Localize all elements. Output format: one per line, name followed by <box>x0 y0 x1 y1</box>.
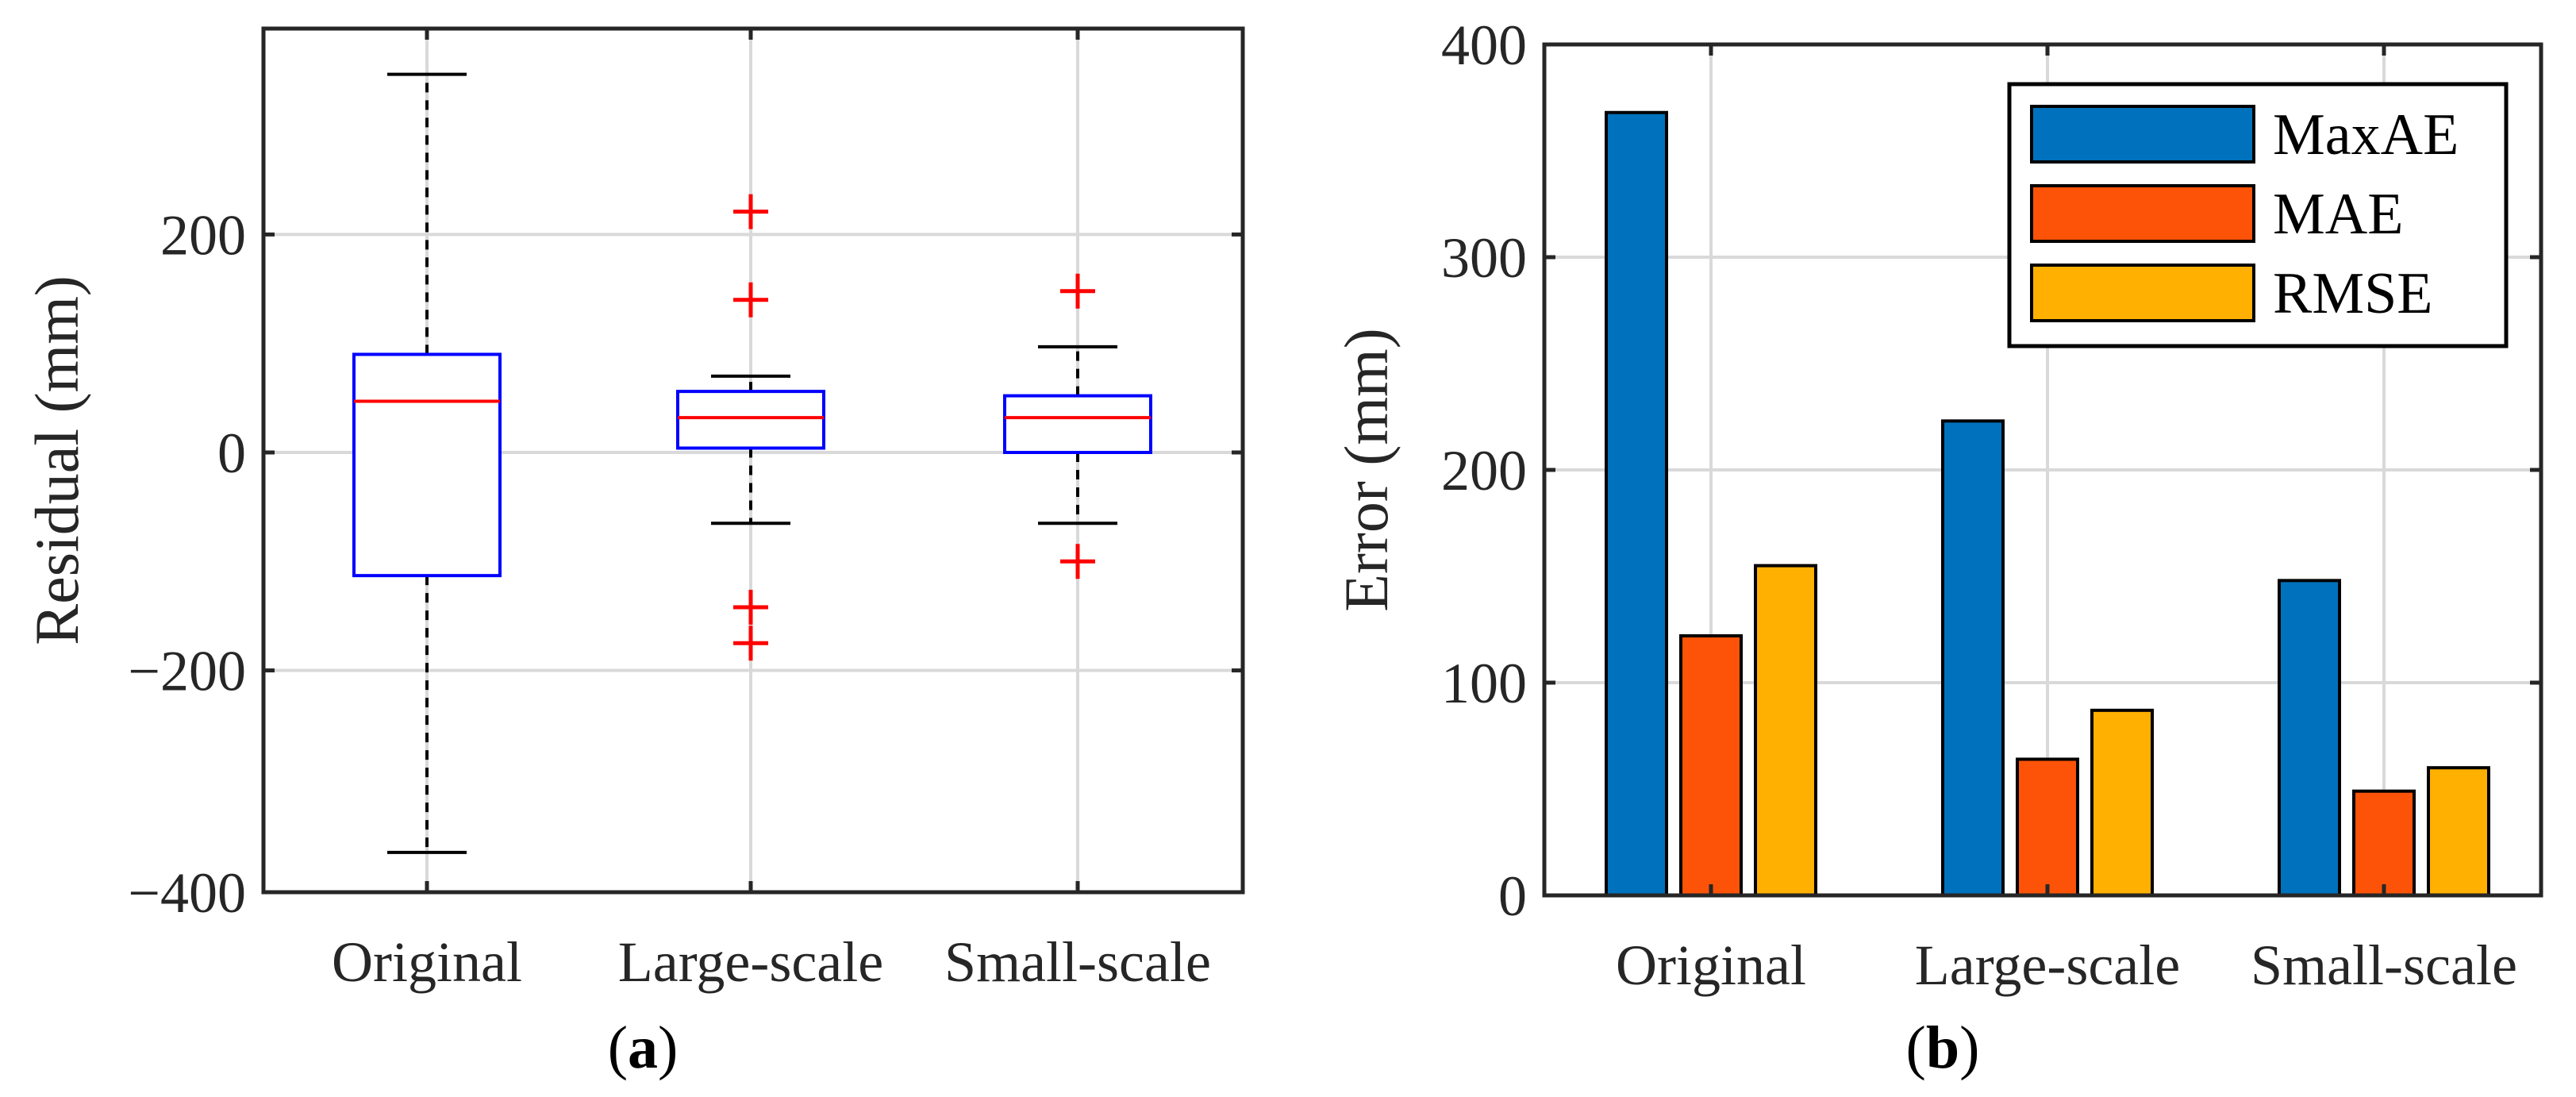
bar-maxae-large-scale <box>1941 419 2005 897</box>
box-original <box>352 72 502 854</box>
y-tick-label: −200 <box>128 640 246 703</box>
bar-mae-original <box>1679 634 1743 897</box>
y-tick-label: 400 <box>1441 13 1527 77</box>
x-tick-label: Small-scale <box>2251 933 2517 997</box>
y-tick-label: 0 <box>1498 864 1527 928</box>
y-axis-title: Error (mm) <box>1332 328 1401 611</box>
iqr-box <box>676 390 825 450</box>
legend-swatch-maxae <box>2030 105 2255 164</box>
outlier-marker <box>1060 273 1095 309</box>
iqr-box <box>1003 394 1152 455</box>
outlier-marker <box>733 282 768 318</box>
x-tick-label: Small-scale <box>944 930 1211 994</box>
y-tick-label: 200 <box>1441 439 1527 502</box>
y-tick-label: 200 <box>160 203 246 267</box>
box-small-scale <box>1003 273 1152 579</box>
x-tick-label: Original <box>1616 933 1806 997</box>
outlier-marker <box>733 589 768 625</box>
bar-mae-small-scale <box>2352 789 2416 897</box>
panel-a-boxplot: −400 −200 0 200 Original Large-scale Small-sca… <box>22 26 1245 1081</box>
legend-swatch-mae <box>2030 184 2255 243</box>
bar-rmse-original <box>1754 564 1817 897</box>
y-tick-label: 300 <box>1441 226 1527 290</box>
y-axis-title: Residual (mm) <box>22 275 91 645</box>
outlier-marker <box>1060 544 1095 579</box>
panel-label-a: (a) <box>608 1014 679 1081</box>
bar-rmse-small-scale <box>2427 766 2490 898</box>
bar-maxae-original <box>1605 110 1668 897</box>
x-tick-label: Large-scale <box>1915 933 2180 997</box>
legend-swatch-rmse <box>2030 264 2255 322</box>
panel-label-b: (b) <box>1906 1014 1980 1081</box>
bar-mae-large-scale <box>2016 757 2079 897</box>
legend: MaxAE MAE RMSE <box>2007 82 2509 348</box>
legend-label-rmse: RMSE <box>2273 261 2433 326</box>
x-tick-label: Original <box>332 930 522 994</box>
legend-label-maxae: MaxAE <box>2273 102 2459 167</box>
panel-b-barchart: 0 100 200 300 400 Original Large-scale Small-sc… <box>1332 13 2543 1081</box>
plot-frame <box>261 26 1245 895</box>
y-tick-label: 100 <box>1441 652 1527 715</box>
outlier-marker <box>733 625 768 661</box>
bar-rmse-large-scale <box>2090 708 2154 898</box>
iqr-box <box>352 352 502 578</box>
outlier-marker <box>733 194 768 229</box>
legend-label-mae: MAE <box>2273 182 2403 247</box>
box-large-scale <box>676 194 825 661</box>
y-tick-label: −400 <box>128 861 246 925</box>
bar-maxae-small-scale <box>2278 579 2341 897</box>
y-tick-label: 0 <box>217 421 246 485</box>
x-tick-label: Large-scale <box>618 930 883 994</box>
